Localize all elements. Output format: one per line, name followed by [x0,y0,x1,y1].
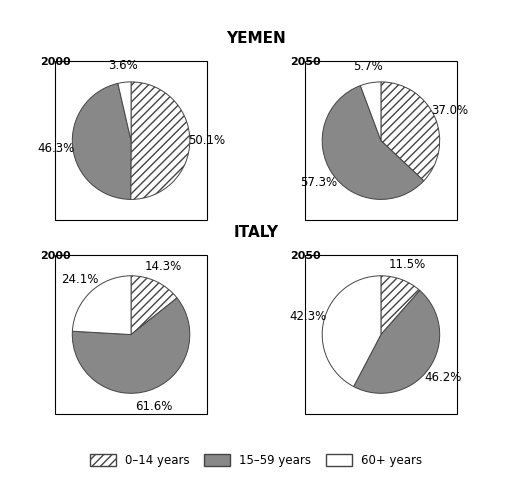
Wedge shape [131,82,190,199]
Wedge shape [322,85,424,199]
Wedge shape [118,82,131,141]
Text: 61.6%: 61.6% [135,400,173,413]
Text: 5.7%: 5.7% [353,60,382,73]
Text: 57.3%: 57.3% [300,176,337,189]
Text: 50.1%: 50.1% [188,134,225,147]
Legend: 0–14 years, 15–59 years, 60+ years: 0–14 years, 15–59 years, 60+ years [85,449,427,472]
Text: 46.2%: 46.2% [424,371,462,384]
Text: 2050: 2050 [290,57,321,67]
Text: 24.1%: 24.1% [61,274,98,287]
Wedge shape [381,82,440,181]
Text: 3.6%: 3.6% [108,60,137,72]
Text: 11.5%: 11.5% [389,258,426,271]
Text: 14.3%: 14.3% [145,260,182,273]
Text: YEMEN: YEMEN [226,31,286,46]
Wedge shape [72,276,131,335]
Text: 2000: 2000 [40,57,71,67]
Wedge shape [360,82,381,141]
Text: 42.3%: 42.3% [289,310,327,323]
Text: 37.0%: 37.0% [432,104,468,117]
Wedge shape [381,276,420,335]
Text: 2000: 2000 [40,251,71,261]
Text: 46.3%: 46.3% [38,143,75,156]
Wedge shape [131,276,177,335]
Text: ITALY: ITALY [233,225,279,240]
Text: 2050: 2050 [290,251,321,261]
Wedge shape [72,84,131,199]
Wedge shape [72,298,190,393]
Wedge shape [354,290,440,393]
Wedge shape [322,276,381,386]
